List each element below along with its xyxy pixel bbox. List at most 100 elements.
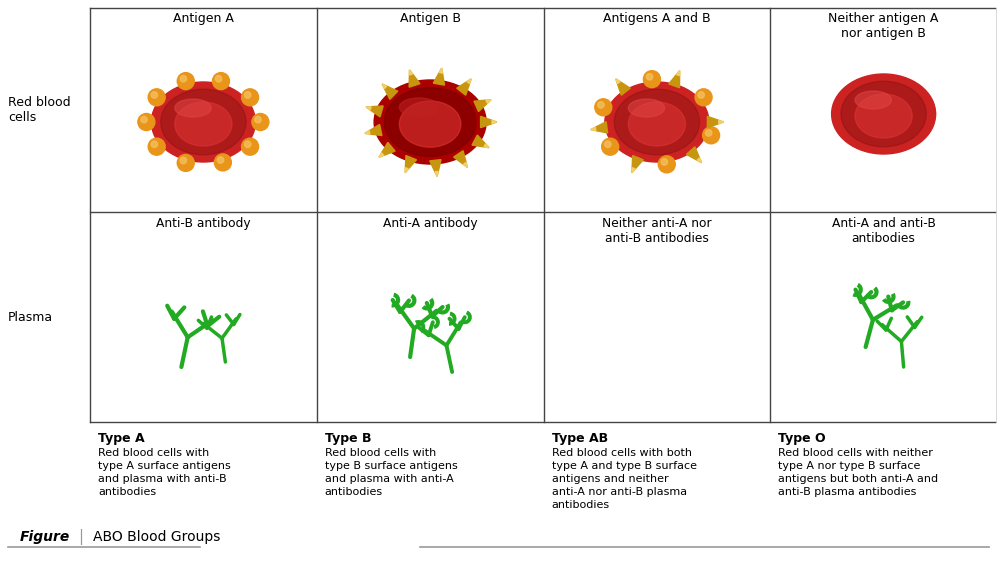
Circle shape: [180, 157, 186, 164]
Text: Antigen B: Antigen B: [400, 12, 461, 25]
Circle shape: [214, 154, 231, 171]
Polygon shape: [435, 171, 439, 176]
Circle shape: [698, 92, 705, 98]
Polygon shape: [434, 68, 445, 85]
Polygon shape: [686, 147, 702, 163]
Polygon shape: [486, 100, 492, 103]
Polygon shape: [632, 168, 635, 173]
Circle shape: [215, 76, 222, 82]
Text: Anti-B antibody: Anti-B antibody: [157, 217, 250, 230]
Ellipse shape: [400, 98, 439, 117]
Text: |: |: [78, 529, 83, 545]
Ellipse shape: [174, 99, 211, 117]
Circle shape: [643, 71, 660, 88]
Circle shape: [252, 113, 269, 131]
Text: Anti-A antibody: Anti-A antibody: [383, 217, 478, 230]
Polygon shape: [410, 70, 413, 75]
Polygon shape: [365, 125, 382, 136]
Polygon shape: [474, 100, 492, 112]
Polygon shape: [464, 162, 468, 167]
Text: Red blood cells with neither
type A nor type B surface
antigens but both anti-A : Red blood cells with neither type A nor …: [779, 448, 938, 497]
Ellipse shape: [855, 91, 891, 109]
Circle shape: [604, 141, 611, 148]
Text: Type AB: Type AB: [551, 432, 607, 445]
Circle shape: [241, 138, 258, 155]
Circle shape: [601, 138, 619, 155]
Polygon shape: [409, 70, 420, 87]
Polygon shape: [472, 135, 489, 148]
Polygon shape: [366, 106, 383, 117]
Polygon shape: [382, 84, 398, 99]
Polygon shape: [616, 79, 620, 84]
Text: Figure: Figure: [20, 530, 70, 544]
Polygon shape: [484, 144, 489, 148]
Text: Red blood cells with both
type A and type B surface
antigens and neither
anti-A : Red blood cells with both type A and typ…: [551, 448, 697, 510]
Polygon shape: [467, 79, 472, 84]
Text: Neither antigen A
nor antigen B: Neither antigen A nor antigen B: [829, 12, 939, 40]
Polygon shape: [379, 153, 384, 157]
Text: Red blood
cells: Red blood cells: [8, 96, 71, 124]
Circle shape: [703, 127, 720, 144]
Polygon shape: [669, 71, 680, 88]
Circle shape: [241, 89, 258, 106]
Polygon shape: [454, 151, 468, 167]
Text: Type B: Type B: [325, 432, 371, 445]
Circle shape: [658, 156, 675, 173]
Circle shape: [149, 138, 166, 155]
Polygon shape: [707, 116, 724, 128]
Text: Anti-A and anti-B
antibodies: Anti-A and anti-B antibodies: [831, 217, 935, 245]
Polygon shape: [676, 71, 680, 76]
Polygon shape: [457, 79, 472, 95]
Polygon shape: [405, 155, 417, 173]
Circle shape: [180, 76, 186, 82]
Circle shape: [695, 89, 712, 106]
Ellipse shape: [841, 81, 926, 147]
Circle shape: [177, 72, 194, 90]
Polygon shape: [440, 68, 443, 73]
Circle shape: [217, 157, 223, 163]
Text: Red blood cells with
type A surface antigens
and plasma with anti-B
antibodies: Red blood cells with type A surface anti…: [98, 448, 230, 497]
Circle shape: [152, 92, 158, 98]
Text: Neither anti-A nor
anti-B antibodies: Neither anti-A nor anti-B antibodies: [602, 217, 712, 245]
Circle shape: [152, 141, 158, 148]
Text: Red blood cells with
type B surface antigens
and plasma with anti-A
antibodies: Red blood cells with type B surface anti…: [325, 448, 458, 497]
Circle shape: [661, 159, 668, 165]
Circle shape: [646, 73, 653, 80]
Ellipse shape: [384, 88, 476, 157]
Ellipse shape: [374, 80, 487, 164]
Polygon shape: [492, 120, 497, 124]
Polygon shape: [697, 158, 702, 163]
Circle shape: [598, 102, 604, 108]
Ellipse shape: [628, 102, 686, 146]
Ellipse shape: [174, 102, 232, 146]
Circle shape: [706, 130, 712, 136]
Polygon shape: [719, 120, 724, 124]
Polygon shape: [591, 122, 608, 133]
Polygon shape: [405, 168, 409, 173]
Circle shape: [255, 116, 261, 123]
Circle shape: [212, 72, 229, 90]
Circle shape: [138, 113, 155, 131]
Polygon shape: [365, 131, 370, 134]
Text: Antigens A and B: Antigens A and B: [603, 12, 711, 25]
Text: Plasma: Plasma: [8, 310, 53, 324]
Polygon shape: [430, 160, 441, 176]
Polygon shape: [481, 116, 497, 128]
Polygon shape: [591, 127, 596, 131]
Ellipse shape: [831, 74, 935, 154]
Text: Type A: Type A: [98, 432, 145, 445]
Ellipse shape: [400, 101, 461, 147]
Polygon shape: [632, 155, 643, 173]
Circle shape: [595, 99, 612, 116]
Polygon shape: [366, 107, 371, 110]
Circle shape: [141, 116, 148, 123]
Ellipse shape: [605, 82, 709, 162]
Circle shape: [149, 89, 166, 106]
Ellipse shape: [161, 89, 246, 155]
Polygon shape: [616, 79, 630, 95]
Text: Type O: Type O: [779, 432, 826, 445]
Polygon shape: [382, 84, 387, 89]
Ellipse shape: [614, 89, 700, 155]
Circle shape: [177, 154, 194, 172]
Text: Antigen A: Antigen A: [172, 12, 234, 25]
